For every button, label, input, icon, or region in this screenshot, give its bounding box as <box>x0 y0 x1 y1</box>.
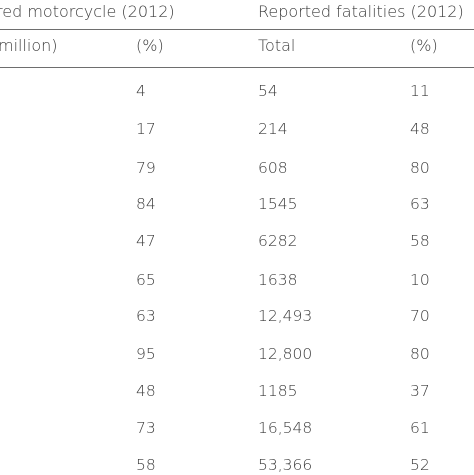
cell-total: 1545 <box>258 195 298 213</box>
header-group-motorcycle: red motorcycle (2012) <box>0 2 175 21</box>
cell-total: 53,366 <box>258 456 313 474</box>
table-row: 58 53,366 52 <box>0 455 474 475</box>
cell-fatal-percent: 61 <box>410 419 430 437</box>
cell-fatal-percent: 80 <box>410 345 430 363</box>
cell-moto-percent: 79 <box>136 159 156 177</box>
cell-moto-percent: 95 <box>136 345 156 363</box>
cell-total: 1638 <box>258 271 298 289</box>
cell-total: 214 <box>258 120 288 138</box>
cell-moto-percent: 4 <box>136 82 146 100</box>
table-row: 4 54 11 <box>0 81 474 101</box>
cell-fatal-percent: 58 <box>410 232 430 250</box>
cell-fatal-percent: 48 <box>410 120 430 138</box>
cell-moto-percent: 17 <box>136 120 156 138</box>
cell-total: 608 <box>258 159 288 177</box>
table-row: 65 1638 10 <box>0 270 474 290</box>
header-col-fatal-percent: (%) <box>410 36 438 55</box>
cell-moto-percent: 65 <box>136 271 156 289</box>
cell-fatal-percent: 10 <box>410 271 430 289</box>
header-group-fatalities: Reported fatalities (2012) <box>258 2 464 21</box>
table-row: 95 12,800 80 <box>0 344 474 364</box>
table-row: 79 608 80 <box>0 158 474 178</box>
cell-total: 12,800 <box>258 345 313 363</box>
cell-moto-percent: 48 <box>136 382 156 400</box>
cell-fatal-percent: 52 <box>410 456 430 474</box>
cell-total: 12,493 <box>258 307 313 325</box>
cell-moto-percent: 63 <box>136 307 156 325</box>
table-row: 84 1545 63 <box>0 194 474 214</box>
cell-total: 16,548 <box>258 419 313 437</box>
cell-total: 6282 <box>258 232 298 250</box>
cell-total: 1185 <box>258 382 298 400</box>
header-col-million: million) <box>0 36 58 55</box>
cell-moto-percent: 73 <box>136 419 156 437</box>
cell-fatal-percent: 37 <box>410 382 430 400</box>
header-col-total: Total <box>258 36 296 55</box>
cell-moto-percent: 47 <box>136 232 156 250</box>
header-col-moto-percent: (%) <box>136 36 164 55</box>
cell-fatal-percent: 80 <box>410 159 430 177</box>
cell-fatal-percent: 63 <box>410 195 430 213</box>
table-row: 73 16,548 61 <box>0 418 474 438</box>
table-row: 48 1185 37 <box>0 381 474 401</box>
table-row: 17 214 48 <box>0 119 474 139</box>
cell-total: 54 <box>258 82 278 100</box>
cell-fatal-percent: 70 <box>410 307 430 325</box>
cell-fatal-percent: 11 <box>410 82 430 100</box>
cell-moto-percent: 58 <box>136 456 156 474</box>
header-rule-top <box>0 29 474 30</box>
table-row: 47 6282 58 <box>0 231 474 251</box>
table-row: 63 12,493 70 <box>0 306 474 326</box>
header-rule-bottom <box>0 67 474 68</box>
cell-moto-percent: 84 <box>136 195 156 213</box>
